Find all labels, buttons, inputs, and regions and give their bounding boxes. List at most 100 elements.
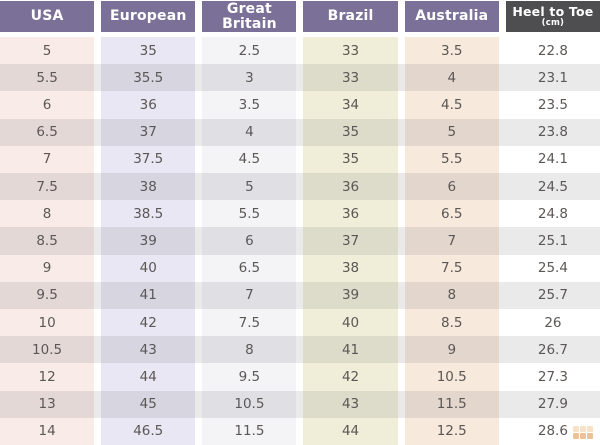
- column-header-label: Australia: [415, 8, 489, 25]
- cell-usa: 12: [0, 363, 95, 391]
- cell-brazil: 34: [303, 91, 398, 119]
- cell-brazil: 39: [303, 281, 398, 310]
- cell-brazil: 36: [303, 173, 398, 201]
- cell-australia: 9: [404, 336, 499, 364]
- cell-brazil: 40: [303, 309, 398, 337]
- cell-usa: 9.5: [0, 281, 95, 310]
- column-header-brazil: Brazil: [303, 1, 398, 32]
- cell-european: 37: [101, 118, 196, 146]
- cell-european: 35: [101, 37, 196, 65]
- cell-usa: 8: [0, 200, 95, 228]
- cell-great-britain: 4.5: [202, 145, 297, 174]
- cell-great-britain: 7.5: [202, 309, 297, 337]
- cell-brazil: 42: [303, 363, 398, 391]
- column-header-sublabel: (cm): [541, 18, 565, 29]
- cell-brazil: 33: [303, 37, 398, 65]
- column-header-label: USA: [30, 8, 64, 25]
- column-header-australia: Australia: [404, 1, 499, 32]
- cell-brazil: 35: [303, 145, 398, 174]
- table-row: 9.5 41 7 39 8 25.7: [0, 281, 600, 310]
- table-row: 6.5 37 4 35 5 23.8: [0, 118, 600, 147]
- cell-great-britain: 5: [202, 173, 297, 201]
- cell-brazil: 44: [303, 417, 398, 445]
- cell-heel-to-toe: 23.5: [505, 91, 600, 119]
- table-row: 8.5 39 6 37 7 25.1: [0, 227, 600, 255]
- watermark-square: [587, 426, 593, 432]
- cell-european: 36: [101, 91, 196, 119]
- cell-european: 44: [101, 363, 196, 391]
- column-header-usa: USA: [0, 1, 95, 32]
- cell-australia: 8.5: [404, 309, 499, 337]
- cell-usa: 7: [0, 145, 95, 174]
- column-header-label: Brazil: [327, 8, 374, 25]
- cell-european: 35.5: [101, 64, 196, 92]
- watermark-square: [573, 426, 579, 432]
- watermark-square: [580, 433, 586, 439]
- cell-usa: 9: [0, 254, 95, 282]
- table-row: 14 46.5 11.5 44 12.5 28.6: [0, 417, 600, 445]
- cell-australia: 12.5: [404, 417, 499, 445]
- cell-european: 38: [101, 173, 196, 201]
- cell-usa: 10: [0, 309, 95, 337]
- cell-european: 42: [101, 309, 196, 337]
- watermark-square: [573, 433, 579, 439]
- cell-great-britain: 5.5: [202, 200, 297, 228]
- cell-usa: 14: [0, 417, 95, 445]
- cell-european: 39: [101, 227, 196, 255]
- cell-brazil: 38: [303, 254, 398, 282]
- cell-australia: 10.5: [404, 363, 499, 391]
- table-header-row: USA European Great Britain Brazil Australia H…: [0, 1, 600, 32]
- cell-usa: 13: [0, 390, 95, 418]
- cell-heel-to-toe: 25.7: [505, 281, 600, 310]
- table-row: 10 42 7.5 40 8.5 26: [0, 309, 600, 337]
- cell-australia: 4: [404, 64, 499, 92]
- table-row: 13 45 10.5 43 11.5 27.9: [0, 390, 600, 419]
- cell-european: 46.5: [101, 417, 196, 445]
- cell-australia: 5: [404, 118, 499, 146]
- cell-heel-to-toe: 22.8: [505, 37, 600, 65]
- column-header-heel-to-toe: Heel to Toe (cm): [505, 1, 600, 32]
- table-row: 6 36 3.5 34 4.5 23.5: [0, 91, 600, 119]
- cell-heel-to-toe: 26.7: [505, 336, 600, 364]
- cell-australia: 6: [404, 173, 499, 201]
- table-row: 10.5 43 8 41 9 26.7: [0, 336, 600, 364]
- table-row: 7.5 38 5 36 6 24.5: [0, 173, 600, 201]
- cell-australia: 7: [404, 227, 499, 255]
- cell-usa: 6.5: [0, 118, 95, 146]
- table-row: 5 35 2.5 33 3.5 22.8: [0, 37, 600, 65]
- cell-australia: 6.5: [404, 200, 499, 228]
- cell-usa: 5.5: [0, 64, 95, 92]
- table-body: 5 35 2.5 33 3.5 22.8 5.5 35.5 3 33 4 23.1 6 36 3.5 34 4.…: [0, 37, 600, 445]
- cell-european: 37.5: [101, 145, 196, 174]
- cell-australia: 8: [404, 281, 499, 310]
- cell-great-britain: 2.5: [202, 37, 297, 65]
- cell-great-britain: 9.5: [202, 363, 297, 391]
- cell-heel-to-toe: 27.3: [505, 363, 600, 391]
- cell-heel-to-toe: 24.1: [505, 145, 600, 174]
- cell-usa: 5: [0, 37, 95, 65]
- cell-european: 43: [101, 336, 196, 364]
- column-header-label: Great Britain: [222, 0, 277, 32]
- table-row: 12 44 9.5 42 10.5 27.3: [0, 363, 600, 391]
- cell-heel-to-toe: 25.4: [505, 254, 600, 282]
- column-header-great-britain: Great Britain: [202, 0, 297, 32]
- cell-usa: 10.5: [0, 336, 95, 364]
- cell-great-britain: 11.5: [202, 417, 297, 445]
- cell-great-britain: 6.5: [202, 254, 297, 282]
- table-row: 9 40 6.5 38 7.5 25.4: [0, 254, 600, 282]
- cell-great-britain: 10.5: [202, 390, 297, 418]
- column-header-label: European: [109, 8, 187, 25]
- cell-heel-to-toe: 24.8: [505, 200, 600, 228]
- cell-heel-to-toe: 24.5: [505, 173, 600, 201]
- watermark-square: [580, 426, 586, 432]
- cell-european: 45: [101, 390, 196, 418]
- cell-australia: 3.5: [404, 37, 499, 65]
- cell-great-britain: 6: [202, 227, 297, 255]
- cell-brazil: 36: [303, 200, 398, 228]
- cell-usa: 8.5: [0, 227, 95, 255]
- column-header-label: Heel to Toe: [512, 3, 594, 19]
- cell-great-britain: 4: [202, 118, 297, 146]
- cell-usa: 6: [0, 91, 95, 119]
- cell-brazil: 37: [303, 227, 398, 255]
